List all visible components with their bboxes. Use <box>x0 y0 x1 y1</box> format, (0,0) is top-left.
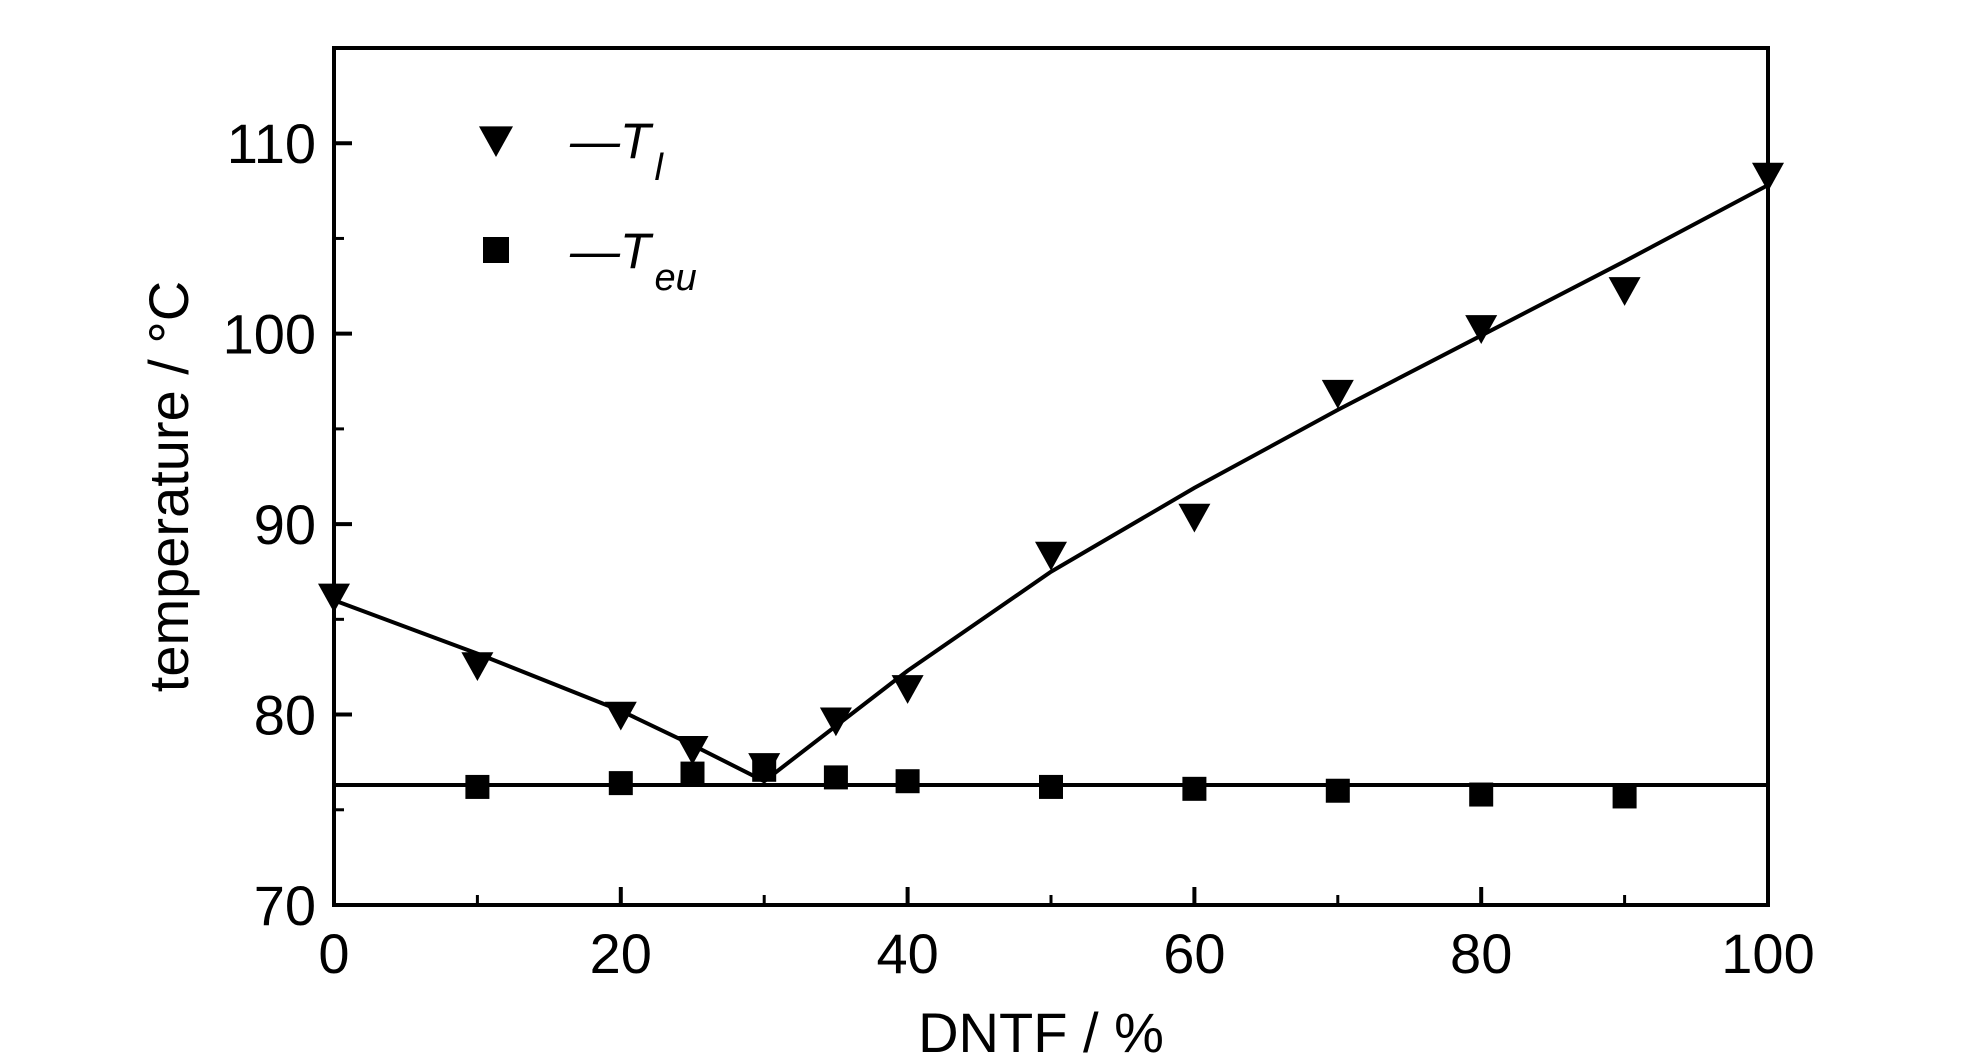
legend-label: —T eu <box>569 223 697 299</box>
point-square <box>1039 774 1063 799</box>
y-tick-label: 100 <box>223 303 316 366</box>
point-triangle <box>604 701 637 731</box>
point-square <box>608 771 633 796</box>
point-square <box>680 761 705 786</box>
fit-lines <box>333 183 1769 788</box>
point-triangle <box>819 707 852 737</box>
y-tick-label: 70 <box>254 874 316 937</box>
legend-subscript: eu <box>655 257 697 299</box>
legend-marker-triangle <box>479 126 513 157</box>
point-triangle <box>1178 503 1211 533</box>
x-tick-label: 0 <box>318 922 349 985</box>
data-markers <box>318 162 1784 809</box>
point-square <box>465 774 490 799</box>
point-triangle <box>1321 379 1354 409</box>
y-axis-label: temperature / °C <box>137 281 200 692</box>
y-tick-label: 80 <box>254 684 316 747</box>
point-square <box>1469 782 1494 807</box>
y-tick-label: 90 <box>254 493 316 556</box>
legend-subscript: l <box>655 147 665 189</box>
y-tick-label: 110 <box>227 112 316 175</box>
point-triangle <box>1465 315 1498 344</box>
fit-line-1 <box>333 183 1769 784</box>
x-tick-label: 20 <box>590 922 652 985</box>
point-triangle <box>1608 277 1641 306</box>
x-tick-label: 40 <box>876 922 938 985</box>
x-axis-label: DNTF / % <box>918 1001 1164 1062</box>
legend-marker-square <box>483 237 509 263</box>
legend-label: —T l <box>569 113 665 189</box>
point-square <box>1612 784 1637 809</box>
x-tick-label: 80 <box>1450 922 1512 985</box>
x-tick-label: 60 <box>1163 922 1225 985</box>
point-triangle <box>891 675 924 704</box>
point-square <box>895 769 920 794</box>
point-triangle <box>1035 541 1067 571</box>
point-square <box>823 765 848 790</box>
point-square <box>1325 778 1350 803</box>
point-square <box>752 757 777 782</box>
x-tick-label: 100 <box>1721 922 1814 985</box>
point-square <box>1182 776 1207 801</box>
tick-labels: 0 20 40 60 80 100 70 80 90 100 110 <box>223 112 1815 985</box>
point-triangle <box>461 652 494 682</box>
point-triangle <box>676 736 709 765</box>
axis-ticks <box>332 46 1770 907</box>
legend: —T l —T eu <box>479 113 697 299</box>
